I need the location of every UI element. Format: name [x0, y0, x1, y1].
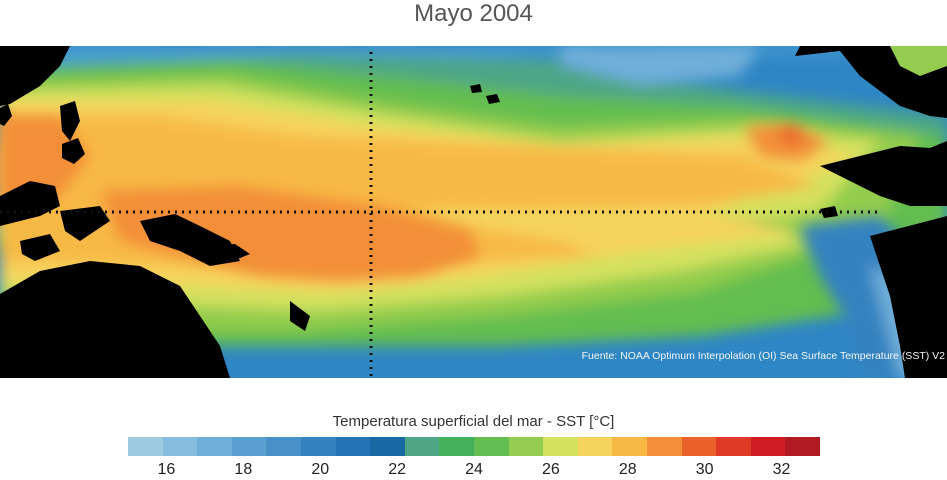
colorbar-swatch	[439, 437, 474, 456]
colorbar-swatch	[785, 437, 820, 456]
colorbar-swatch	[577, 437, 613, 456]
colorbar-tick-label: 30	[695, 461, 714, 478]
sst-field	[0, 46, 947, 378]
colorbar-swatch	[231, 437, 267, 456]
colorbar-swatch	[197, 437, 232, 456]
colorbar-tick-label: 16	[157, 461, 176, 478]
colorbar-swatch	[750, 437, 786, 456]
sst-map	[0, 46, 947, 378]
colorbar-swatch	[543, 437, 578, 456]
colorbar-swatch	[300, 437, 336, 456]
map-title: Mayo 2004	[414, 0, 533, 27]
colorbar-tick-label: 20	[311, 461, 330, 478]
colorbar-title: Temperatura superficial del mar - SST [°…	[332, 413, 615, 430]
colorbar-tick-label: 26	[541, 461, 560, 478]
colorbar-tick-label: 32	[772, 461, 791, 478]
source-note: Fuente: NOAA Optimum Interpolation (OI) …	[581, 350, 945, 362]
colorbar-tick-label: 24	[465, 461, 483, 478]
colorbar-swatch	[473, 437, 509, 456]
colorbar-swatch	[404, 437, 440, 456]
colorbar-swatch	[266, 437, 301, 456]
colorbar-swatch	[335, 437, 371, 456]
colorbar-swatch	[128, 437, 163, 456]
colorbar-swatch	[370, 437, 405, 456]
colorbar-swatch	[612, 437, 647, 456]
land-masses	[0, 46, 947, 378]
colorbar-swatch	[646, 437, 682, 456]
colorbar-swatch	[716, 437, 751, 456]
colorbar-swatch	[162, 437, 198, 456]
colorbar-tick-label: 18	[234, 461, 253, 478]
colorbar-tick-label: 28	[618, 461, 637, 478]
colorbar-swatch	[508, 437, 544, 456]
colorbar	[128, 437, 820, 456]
colorbar-swatch	[681, 437, 717, 456]
reference-lines	[0, 52, 880, 378]
colorbar-tick-label: 22	[388, 461, 406, 478]
